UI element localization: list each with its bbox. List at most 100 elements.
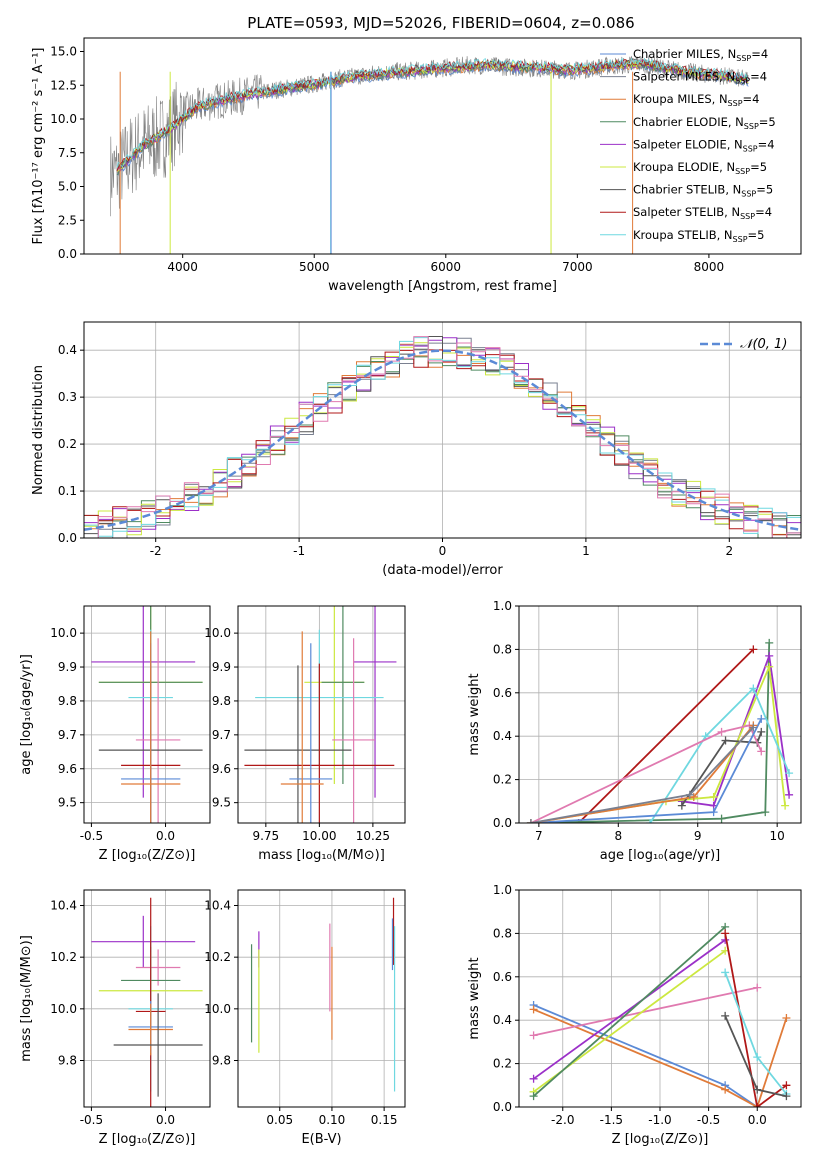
data-point	[761, 808, 770, 817]
x-axis-label: E(B-V)	[301, 1132, 341, 1147]
plot-area	[91, 606, 203, 823]
y-tick-label: 0.1	[58, 484, 77, 498]
axes-frame	[518, 605, 802, 824]
axes-4: 9.75 10.00 10.25 9.5 9.6 9.7 9.8 9.9 10.0 mass [l…	[204, 605, 406, 863]
errorbar-point	[91, 606, 196, 798]
x-axis-label: Z [log₁₀(Z/Z⊙)]	[99, 1132, 196, 1147]
y-tick-label: 0.8	[493, 642, 512, 656]
data-point	[526, 819, 535, 823]
series-group	[677, 727, 766, 810]
data-point	[785, 769, 794, 778]
data-point	[757, 714, 766, 723]
data-point	[721, 968, 730, 977]
x-axis-label: Z [log₁₀(Z/Z⊙)]	[99, 848, 196, 863]
x-tick-label: 9	[694, 829, 702, 843]
plot-area	[110, 55, 749, 254]
y-tick-label: 0.4	[493, 729, 512, 743]
x-tick-label: -2	[150, 544, 162, 558]
legend-label: Kroupa MILES, NSSP=4	[633, 92, 759, 108]
y-tick-label: 10.2	[204, 950, 231, 964]
data-point	[765, 651, 774, 660]
axes-1: 4000 5000 6000 7000 8000 0.0 2.5 5.0 7.5 10.0 12.5…	[31, 37, 802, 294]
data-point	[677, 801, 686, 810]
data-point	[749, 684, 758, 693]
data-point	[646, 819, 655, 823]
errorbar-point	[244, 665, 352, 823]
x-tick-label: 7000	[562, 260, 593, 274]
series-group	[529, 935, 730, 1083]
axes-frame	[237, 889, 406, 1108]
errorbar-point	[244, 663, 395, 823]
x-tick-label: 10	[770, 829, 785, 843]
model-line	[116, 57, 749, 168]
y-tick-label: 9.5	[212, 796, 231, 810]
legend-label: Salpeter ELODIE, NSSP=4	[633, 137, 775, 153]
errorbar-point	[353, 606, 397, 798]
series-line	[530, 724, 763, 823]
y-tick-label: 9.7	[212, 728, 231, 742]
data-point	[529, 1005, 538, 1014]
data-point	[753, 1085, 762, 1094]
errorbar-point	[121, 631, 181, 823]
errorbar-point	[91, 915, 196, 968]
legend-label: Chabrier ELODIE, NSSP=5	[633, 115, 776, 131]
axes-frame	[83, 37, 802, 255]
x-axis-label: age [log₁₀(age/yr)]	[600, 848, 721, 863]
y-tick-label: 7.5	[58, 146, 77, 160]
errorbar-point	[135, 638, 181, 823]
plot-area	[91, 897, 203, 1107]
y-tick-label: 9.9	[212, 660, 231, 674]
x-axis-label: Z [log₁₀(Z/Z⊙)]	[612, 1132, 709, 1147]
data-point	[782, 1092, 791, 1101]
series-group	[721, 968, 791, 1098]
x-tick-label: 1	[582, 544, 590, 558]
x-tick-label: 0.0	[156, 829, 175, 843]
y-tick-label: 0.0	[58, 531, 77, 545]
data-point	[721, 1085, 730, 1094]
y-tick-label: 0.6	[493, 970, 512, 984]
series-line	[530, 724, 754, 823]
y-tick-label: 0.2	[493, 1057, 512, 1071]
x-tick-label: -1.0	[648, 1113, 671, 1127]
y-tick-label: 12.5	[50, 78, 77, 92]
x-tick-label: -0.5	[697, 1113, 720, 1127]
errorbar-point	[128, 1003, 173, 1056]
model-line	[116, 57, 749, 172]
x-tick-label: -0.5	[80, 1113, 103, 1127]
axes-6: -0.5 0.0 9.8 10.0 10.2 10.4 Z [log₁₀(Z/Z⊙)] mas…	[19, 889, 211, 1147]
data-point	[785, 790, 794, 799]
y-tick-label: 9.7	[58, 728, 77, 742]
legend-label: 𝒩(0, 1)	[740, 337, 787, 352]
x-tick-label: 7	[535, 829, 543, 843]
x-tick-label: 2	[725, 544, 733, 558]
y-tick-label: 0.0	[493, 816, 512, 830]
y-tick-label: 9.9	[58, 660, 77, 674]
y-tick-label: 1.0	[493, 599, 512, 613]
data-point	[782, 1081, 791, 1090]
data-point	[757, 727, 766, 736]
x-tick-label: 9.75	[252, 829, 279, 843]
histogram-step	[84, 336, 801, 536]
x-tick-label: -1.5	[600, 1113, 623, 1127]
y-tick-label: 0.6	[493, 686, 512, 700]
data-point	[709, 808, 718, 817]
series-line	[533, 986, 758, 1037]
series-line	[681, 731, 763, 807]
axes-5: 7 8 9 10 0.0 0.2 0.4 0.6 0.8 1.0 age [log₁₀(age/yr…	[467, 599, 802, 863]
series-line	[724, 933, 787, 1107]
y-tick-label: 0.8	[493, 926, 512, 940]
y-axis-label: mass [log₁₀(M/M⊙)]	[19, 935, 34, 1062]
y-tick-label: 0.2	[493, 773, 512, 787]
x-tick-label: 0	[439, 544, 447, 558]
errorbar-point	[113, 993, 203, 1097]
y-tick-label: 10.0	[50, 626, 77, 640]
histogram-step	[84, 336, 801, 538]
x-tick-label: -0.5	[80, 829, 103, 843]
series-group	[526, 721, 766, 823]
data-point	[781, 801, 790, 810]
plot-area	[250, 897, 396, 1092]
plot-area	[529, 922, 791, 1107]
errorbar-point	[135, 949, 181, 986]
axes-2: -2 -1 0 1 2 0.0 0.1 0.2 0.3 0.4 (data-model)/error…	[31, 321, 802, 578]
